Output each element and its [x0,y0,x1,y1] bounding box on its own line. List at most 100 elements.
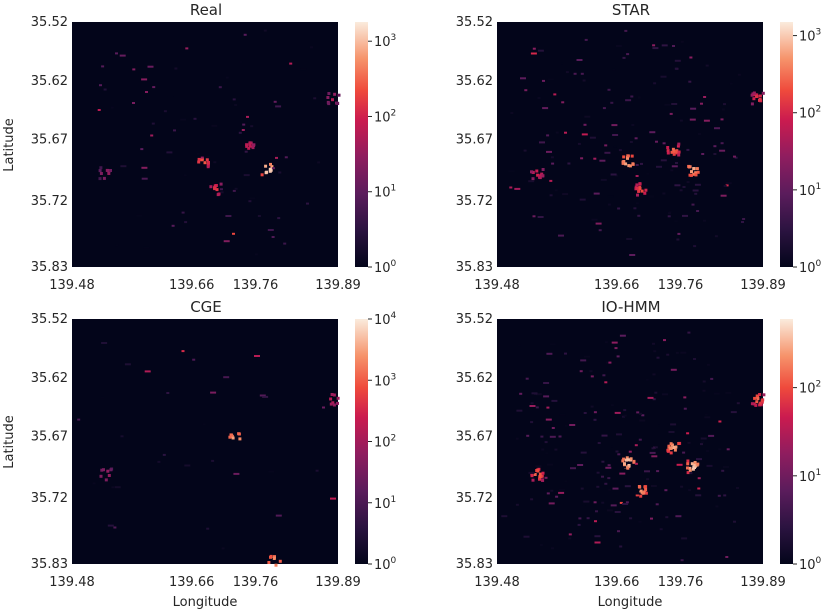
heatmap-cell [259,394,266,397]
heatmap-cell [688,468,692,472]
heatmap-cell [211,124,218,127]
heatmap-cell [100,468,104,472]
x-tick-label: 139.66 [594,575,640,590]
heatmap-cell [147,65,154,68]
heatmap-cell [713,153,717,155]
heatmap-cell [617,453,621,456]
heatmap-cell [674,184,681,187]
x-tick-labels: 139.48 139.66 139.76 139.89 [49,278,361,293]
heatmap-cell [101,396,104,399]
heatmap-cell [734,156,738,159]
x-tick-label: 139.66 [169,278,215,293]
heatmap-cell [626,154,630,158]
heatmap-cell [580,157,584,160]
heatmap-cell [233,472,240,475]
heatmap-cell [332,393,336,397]
heatmap-cell [192,358,196,361]
heatmap-cell [196,152,200,155]
panel-title: STAR [612,1,650,19]
heatmap-cell [667,448,671,452]
heatmap-cell [720,118,724,121]
heatmap-cell [283,242,287,245]
heatmap-cell [648,195,655,198]
heatmap-area [72,319,338,564]
heatmap-cell [611,341,618,344]
heatmap-cell [635,164,639,166]
heatmap-cell [696,210,700,212]
heatmap-cell [630,154,634,158]
heatmap-cell [183,174,187,177]
heatmap-cell [604,482,608,485]
heatmap-cell [639,490,643,494]
heatmap-cell [631,124,635,126]
heatmap-cell [595,222,602,225]
heatmap-cell [686,459,690,463]
heatmap-cell [641,414,645,417]
heatmap-cell [202,423,206,426]
heatmap-cell [114,486,121,489]
heatmap-cell [706,464,713,467]
heatmap-cell [536,469,540,473]
heatmap-cell [181,350,185,353]
heatmap-cell [562,193,569,196]
x-tick-label: 139.89 [315,278,361,293]
heatmap-cell [115,52,118,55]
heatmap-cell [629,457,633,461]
heatmap-cell [166,151,173,154]
y-tick-label: 35.67 [456,133,493,148]
heatmap-cell [619,472,626,475]
heatmap-cell [680,40,684,43]
heatmap-cell [591,218,598,221]
heatmap-cell [184,221,188,224]
x-tick-label: 139.48 [49,575,95,590]
heatmap-cell [157,460,161,463]
heatmap-cell [590,375,594,378]
heatmap-cell [115,244,119,247]
heatmap-cell [703,96,707,98]
heatmap-cell [630,95,634,98]
heatmap-cell [124,363,131,366]
heatmap-area [72,22,338,267]
heatmap-cell [97,109,101,111]
y-tick-label: 35.72 [456,491,493,506]
heatmap-cell [762,393,766,397]
heatmap-cell [580,487,584,490]
heatmap-cell [682,214,688,217]
heatmap-cell [664,489,668,492]
heatmap-cell [593,157,597,160]
heatmap-cell [219,182,223,186]
heatmap-cell [329,402,333,406]
heatmap-cell [277,217,281,220]
heatmap-cell [653,82,657,85]
heatmap-cell [652,44,656,47]
heatmap-cell [577,464,584,466]
heatmap-cell [736,487,739,489]
heatmap-cell [653,350,657,353]
heatmap-cell [257,215,261,217]
heatmap-cell [669,442,673,446]
heatmap-cell [543,395,550,398]
y-tick-label: 35.67 [31,133,68,148]
heatmap-cell [520,77,526,80]
heatmap-cell [666,151,670,155]
colorbar: 100 101 102 103 104 [355,311,397,573]
heatmap-cell [761,91,765,95]
heatmap-cell [207,161,210,164]
heatmap-cell [132,68,136,71]
heatmap-cell [267,561,271,564]
heatmap-cell [755,400,759,404]
y-tick-label: 35.83 [456,260,493,275]
colorbar-tick-label: 103 [799,28,821,45]
heatmap-cell [601,475,604,478]
colorbar-tick-label: 101 [374,495,396,512]
heatmap-cell [594,520,597,523]
heatmap-cell [136,214,143,217]
heatmap-cell [668,212,671,215]
heatmap-cell [622,503,629,505]
heatmap-cell [671,147,675,151]
heatmap-cell [611,124,618,127]
heatmap-cell [667,215,671,218]
heatmap-cell [221,547,225,550]
heatmap-cell [193,117,197,120]
heatmap-cell [538,477,541,481]
